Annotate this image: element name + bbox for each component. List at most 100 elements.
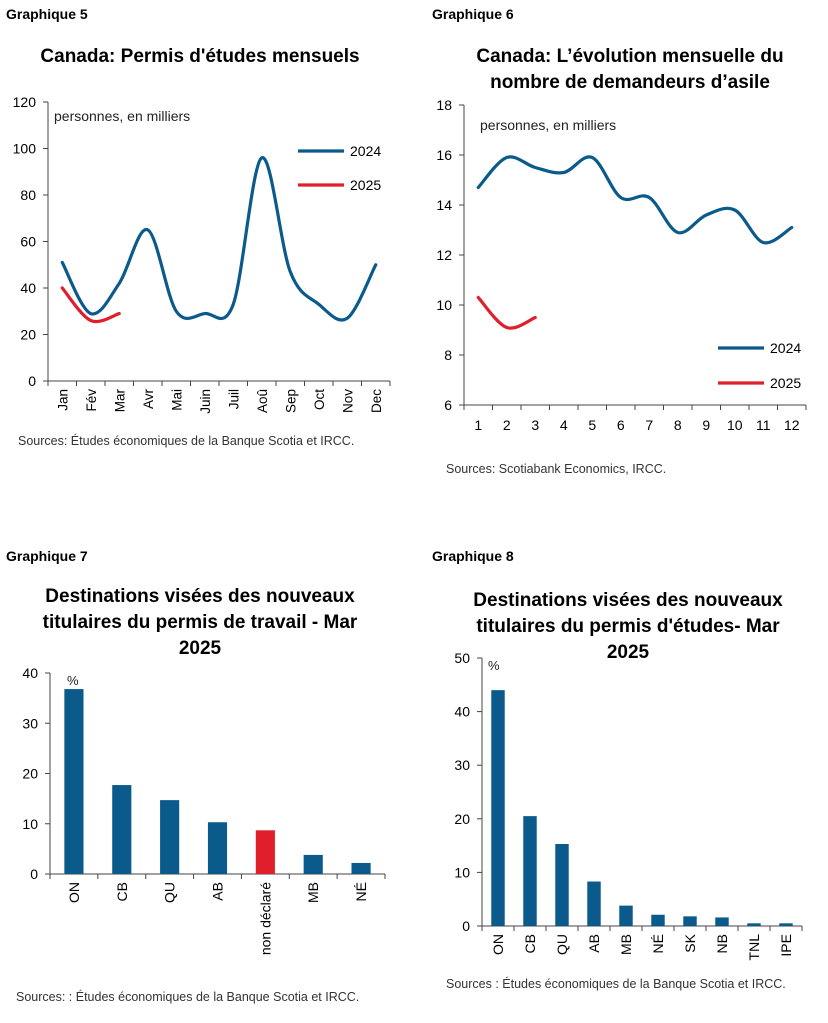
x-tick-label: QU	[554, 934, 570, 955]
legend-label-2025: 2025	[770, 375, 801, 391]
x-tick-label: AB	[586, 934, 602, 953]
x-tick-label: Juil	[226, 389, 241, 409]
series-line-2025	[476, 295, 537, 330]
series-line-2024	[60, 156, 378, 322]
bar-AB	[207, 822, 228, 874]
x-tick-label: Juin	[198, 389, 213, 414]
bar-AB	[587, 881, 601, 926]
chart-5-label: Graphique 5	[6, 6, 88, 22]
chart-8-label: Graphique 8	[432, 548, 514, 564]
chart-7-source: Sources: : Études économiques de la Banq…	[16, 990, 360, 1004]
y-tick-label: 50	[454, 650, 470, 666]
legend-label-2024: 2024	[770, 340, 801, 356]
chart-8-title: Destinations visées des nouveaux titulai…	[473, 590, 783, 663]
y-tick-label: 30	[454, 757, 470, 773]
x-tick-label: 4	[560, 417, 568, 433]
y-tick-label: 18	[436, 97, 452, 113]
unit-annotation: personnes, en milliers	[54, 108, 190, 124]
x-tick-label: Sep	[283, 389, 298, 413]
y-tick-label: 14	[436, 197, 452, 213]
y-tick-label: 20	[454, 811, 470, 827]
x-tick-label: ON	[66, 882, 82, 903]
legend-label-2024: 2024	[350, 143, 381, 159]
x-tick-label: Fév	[84, 389, 99, 412]
chart-8-plot: 0 10 20 30 40 50 ON CB QU AB MB NÉ SK NB TNL IPE%	[454, 650, 803, 961]
unit-annotation: %	[488, 658, 500, 673]
unit-annotation: personnes, en milliers	[480, 117, 616, 133]
x-tick-label: Nov	[340, 389, 355, 413]
chart-5-title: Canada: Permis d'études mensuels	[40, 46, 360, 67]
chart-7-title: Destinations visées des nouveaux titulai…	[42, 586, 358, 659]
chart-6-title: Canada: L’évolution mensuelle du nombre …	[476, 46, 784, 93]
y-tick-label: 30	[22, 715, 38, 731]
series-line-2024	[476, 155, 794, 245]
x-tick-label: Avr	[141, 389, 156, 410]
x-tick-label: Oct	[312, 389, 327, 410]
x-tick-label: Mai	[169, 389, 184, 411]
x-tick-label: AB	[210, 882, 226, 901]
y-tick-label: 0	[28, 373, 36, 389]
unit-annotation: %	[67, 673, 79, 688]
bar-MB	[303, 854, 323, 874]
y-tick-label: 60	[20, 234, 36, 250]
bar-CB	[112, 785, 132, 874]
x-tick-label: Aoû	[255, 389, 270, 413]
y-tick-label: 0	[462, 918, 470, 934]
bar-NÉ	[351, 862, 371, 874]
x-tick-label: 6	[617, 417, 625, 433]
bar-TNL	[747, 923, 761, 926]
bar-NB	[715, 917, 729, 926]
x-tick-label: SK	[682, 933, 698, 952]
y-tick-label: 8	[444, 347, 452, 363]
chart-5-plot: 0 20 40 60 80 100 120 Jan Fév Mar Avr Mai Juin Juil Ao…	[13, 94, 391, 414]
y-tick-label: 10	[454, 864, 470, 880]
x-tick-label: NÉ	[353, 882, 369, 901]
y-tick-label: 16	[436, 147, 452, 163]
legend-label-2025: 2025	[350, 177, 381, 193]
x-tick-label: MB	[618, 934, 634, 955]
y-tick-label: 20	[20, 327, 36, 343]
y-tick-label: 40	[454, 704, 470, 720]
x-tick-label: QU	[162, 882, 178, 903]
bar-QU	[555, 843, 569, 926]
chart-5-source: Sources: Études économiques de la Banque…	[18, 434, 355, 448]
x-tick-label: 3	[531, 417, 539, 433]
x-tick-label: MB	[305, 882, 321, 903]
x-tick-label: 8	[674, 417, 682, 433]
y-tick-label: 40	[22, 665, 38, 681]
y-tick-label: 0	[30, 866, 38, 882]
bar-CB	[523, 816, 537, 926]
x-tick-label: 1	[474, 417, 482, 433]
bar-ON	[64, 689, 84, 874]
x-tick-label: 5	[588, 417, 596, 433]
x-tick-label: CB	[522, 934, 538, 953]
chart-8-source: Sources : Études économiques de la Banqu…	[446, 977, 786, 991]
x-tick-label: CB	[114, 882, 130, 901]
y-tick-label: 120	[13, 94, 37, 110]
x-tick-label: Jan	[55, 389, 70, 411]
chart-7-plot: 0 10 20 30 40 ON CB QU AB non déclaré MB NÉ%	[22, 665, 386, 955]
x-tick-label: NB	[714, 934, 730, 953]
x-tick-label: 11	[756, 417, 771, 433]
x-tick-label: NÉ	[650, 934, 666, 953]
x-tick-label: ON	[490, 934, 506, 955]
x-tick-label: 12	[784, 417, 800, 433]
x-tick-label: 7	[645, 417, 653, 433]
y-tick-label: 6	[444, 397, 452, 413]
y-tick-label: 80	[20, 187, 36, 203]
bar-NÉ	[651, 914, 665, 926]
y-tick-label: 12	[436, 247, 452, 263]
series-line-2025	[60, 286, 121, 324]
y-tick-label: 40	[20, 280, 36, 296]
chart-6-source: Sources: Scotiabank Economics, IRCC.	[446, 462, 667, 476]
y-tick-label: 20	[22, 766, 38, 782]
x-tick-label: TNL	[746, 934, 762, 961]
x-tick-label: IPE	[778, 934, 794, 957]
bar-SK	[683, 916, 697, 926]
x-tick-label: 10	[727, 417, 743, 433]
x-tick-label: Mar	[112, 388, 127, 412]
x-tick-label: non déclaré	[257, 882, 273, 955]
y-tick-label: 100	[13, 141, 37, 157]
bar-QU	[160, 800, 180, 874]
